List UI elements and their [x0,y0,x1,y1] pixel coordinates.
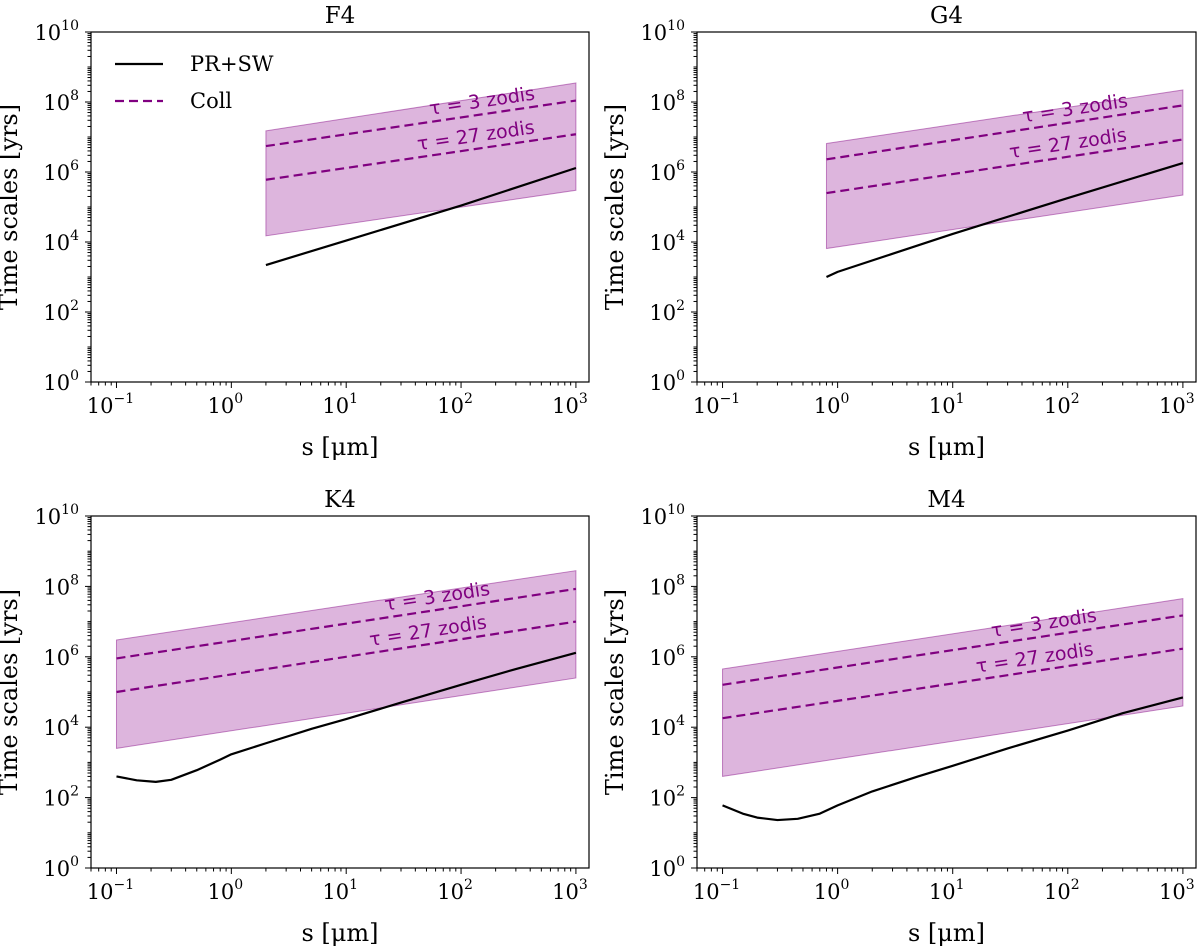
y-axis: 100 102 104 106 108 1010 [34,502,91,881]
coll-line-tau3 [265,99,577,148]
legend-label-prsw: PR+SW [190,52,274,76]
y-axis-label: Time scales [yrs] [0,104,23,310]
x-axis: 10−1 100 101 102 103 [87,868,588,904]
prsw-line [116,651,577,783]
y-tick-label: 100 [43,854,79,881]
coll-line-tau27 [116,620,577,694]
coll-line-tau27 [826,138,1184,195]
y-tick-label: 108 [43,572,79,599]
x-tick-label: 101 [322,391,358,418]
y-tick-label: 1010 [34,18,79,45]
panel-title: K4 [324,487,356,513]
y-axis: 100 102 104 106 108 1010 [640,18,697,395]
x-tick-label: 100 [208,391,244,418]
x-tick-label: 10−1 [693,877,740,904]
x-axis-label: s [μm] [301,433,378,461]
x-tick-label: 102 [437,391,473,418]
plot-area [265,82,577,267]
y-axis-label: Time scales [yrs] [0,589,23,795]
x-tick-label: 101 [929,391,965,418]
y-tick-label: 1010 [640,502,685,529]
y-tick-label: 106 [649,643,685,670]
y-tick-label: 106 [43,158,79,185]
y-tick-label: 104 [649,713,685,740]
y-tick-label: 100 [649,854,685,881]
y-tick-label: 1010 [34,502,79,529]
y-tick-label: 100 [649,368,685,395]
x-tick-label: 100 [208,877,244,904]
coll-range-band [115,570,577,749]
panel-title: F4 [325,3,356,29]
x-tick-label: 102 [1044,391,1080,418]
y-tick-label: 100 [43,368,79,395]
coll-range-band [825,89,1184,250]
coll-line-tau3 [826,104,1184,161]
y-axis: 100 102 104 106 108 1010 [34,18,91,395]
y-tick-label: 108 [649,88,685,115]
coll-line-tau3 [116,587,577,660]
legend: PR+SW Coll [115,52,274,113]
y-tick-label: 108 [649,572,685,599]
y-tick-label: 102 [43,298,79,325]
y-tick-label: 106 [649,158,685,185]
legend-label-coll: Coll [190,89,232,113]
y-tick-label: 104 [649,228,685,255]
coll-line-tau27 [265,133,577,181]
y-tick-label: 104 [43,228,79,255]
x-tick-label: 103 [552,877,588,904]
x-axis: 10−1 100 101 102 103 [693,382,1195,418]
coll-range-band [265,82,577,237]
prsw-line [265,166,577,267]
x-tick-label: 10−1 [693,391,740,418]
y-axis-label: Time scales [yrs] [601,104,629,310]
plot-area [722,598,1184,822]
y-tick-label: 106 [43,643,79,670]
plot-area [115,570,577,783]
y-axis-label: Time scales [yrs] [601,589,629,795]
x-tick-label: 100 [814,877,850,904]
prsw-line [826,162,1184,278]
x-tick-label: 100 [814,391,850,418]
x-tick-label: 103 [552,391,588,418]
x-axis: 10−1 100 101 102 103 [87,382,588,418]
x-tick-label: 103 [1159,391,1195,418]
x-axis-label: s [μm] [908,433,985,461]
coll-line-tau27 [722,647,1184,720]
prsw-line [722,696,1184,822]
y-tick-label: 1010 [640,18,685,45]
y-tick-label: 102 [649,784,685,811]
x-tick-label: 102 [437,877,473,904]
panel-title: M4 [927,487,965,513]
x-tick-label: 10−1 [87,877,134,904]
coll-range-band [722,598,1184,777]
x-tick-label: 10−1 [87,391,134,418]
coll-line-tau3 [722,614,1184,686]
y-tick-label: 102 [43,784,79,811]
y-axis: 100 102 104 106 108 1010 [640,502,697,881]
plot-area [825,89,1184,278]
x-tick-label: 101 [929,877,965,904]
x-axis-label: s [μm] [301,919,378,947]
x-tick-label: 103 [1159,877,1195,904]
y-tick-label: 102 [649,298,685,325]
x-axis: 10−1 100 101 102 103 [693,868,1195,904]
x-tick-label: 101 [322,877,358,904]
y-tick-label: 104 [43,713,79,740]
y-tick-label: 108 [43,88,79,115]
x-tick-label: 102 [1044,877,1080,904]
panel-title: G4 [930,3,963,29]
x-axis-label: s [μm] [908,919,985,947]
